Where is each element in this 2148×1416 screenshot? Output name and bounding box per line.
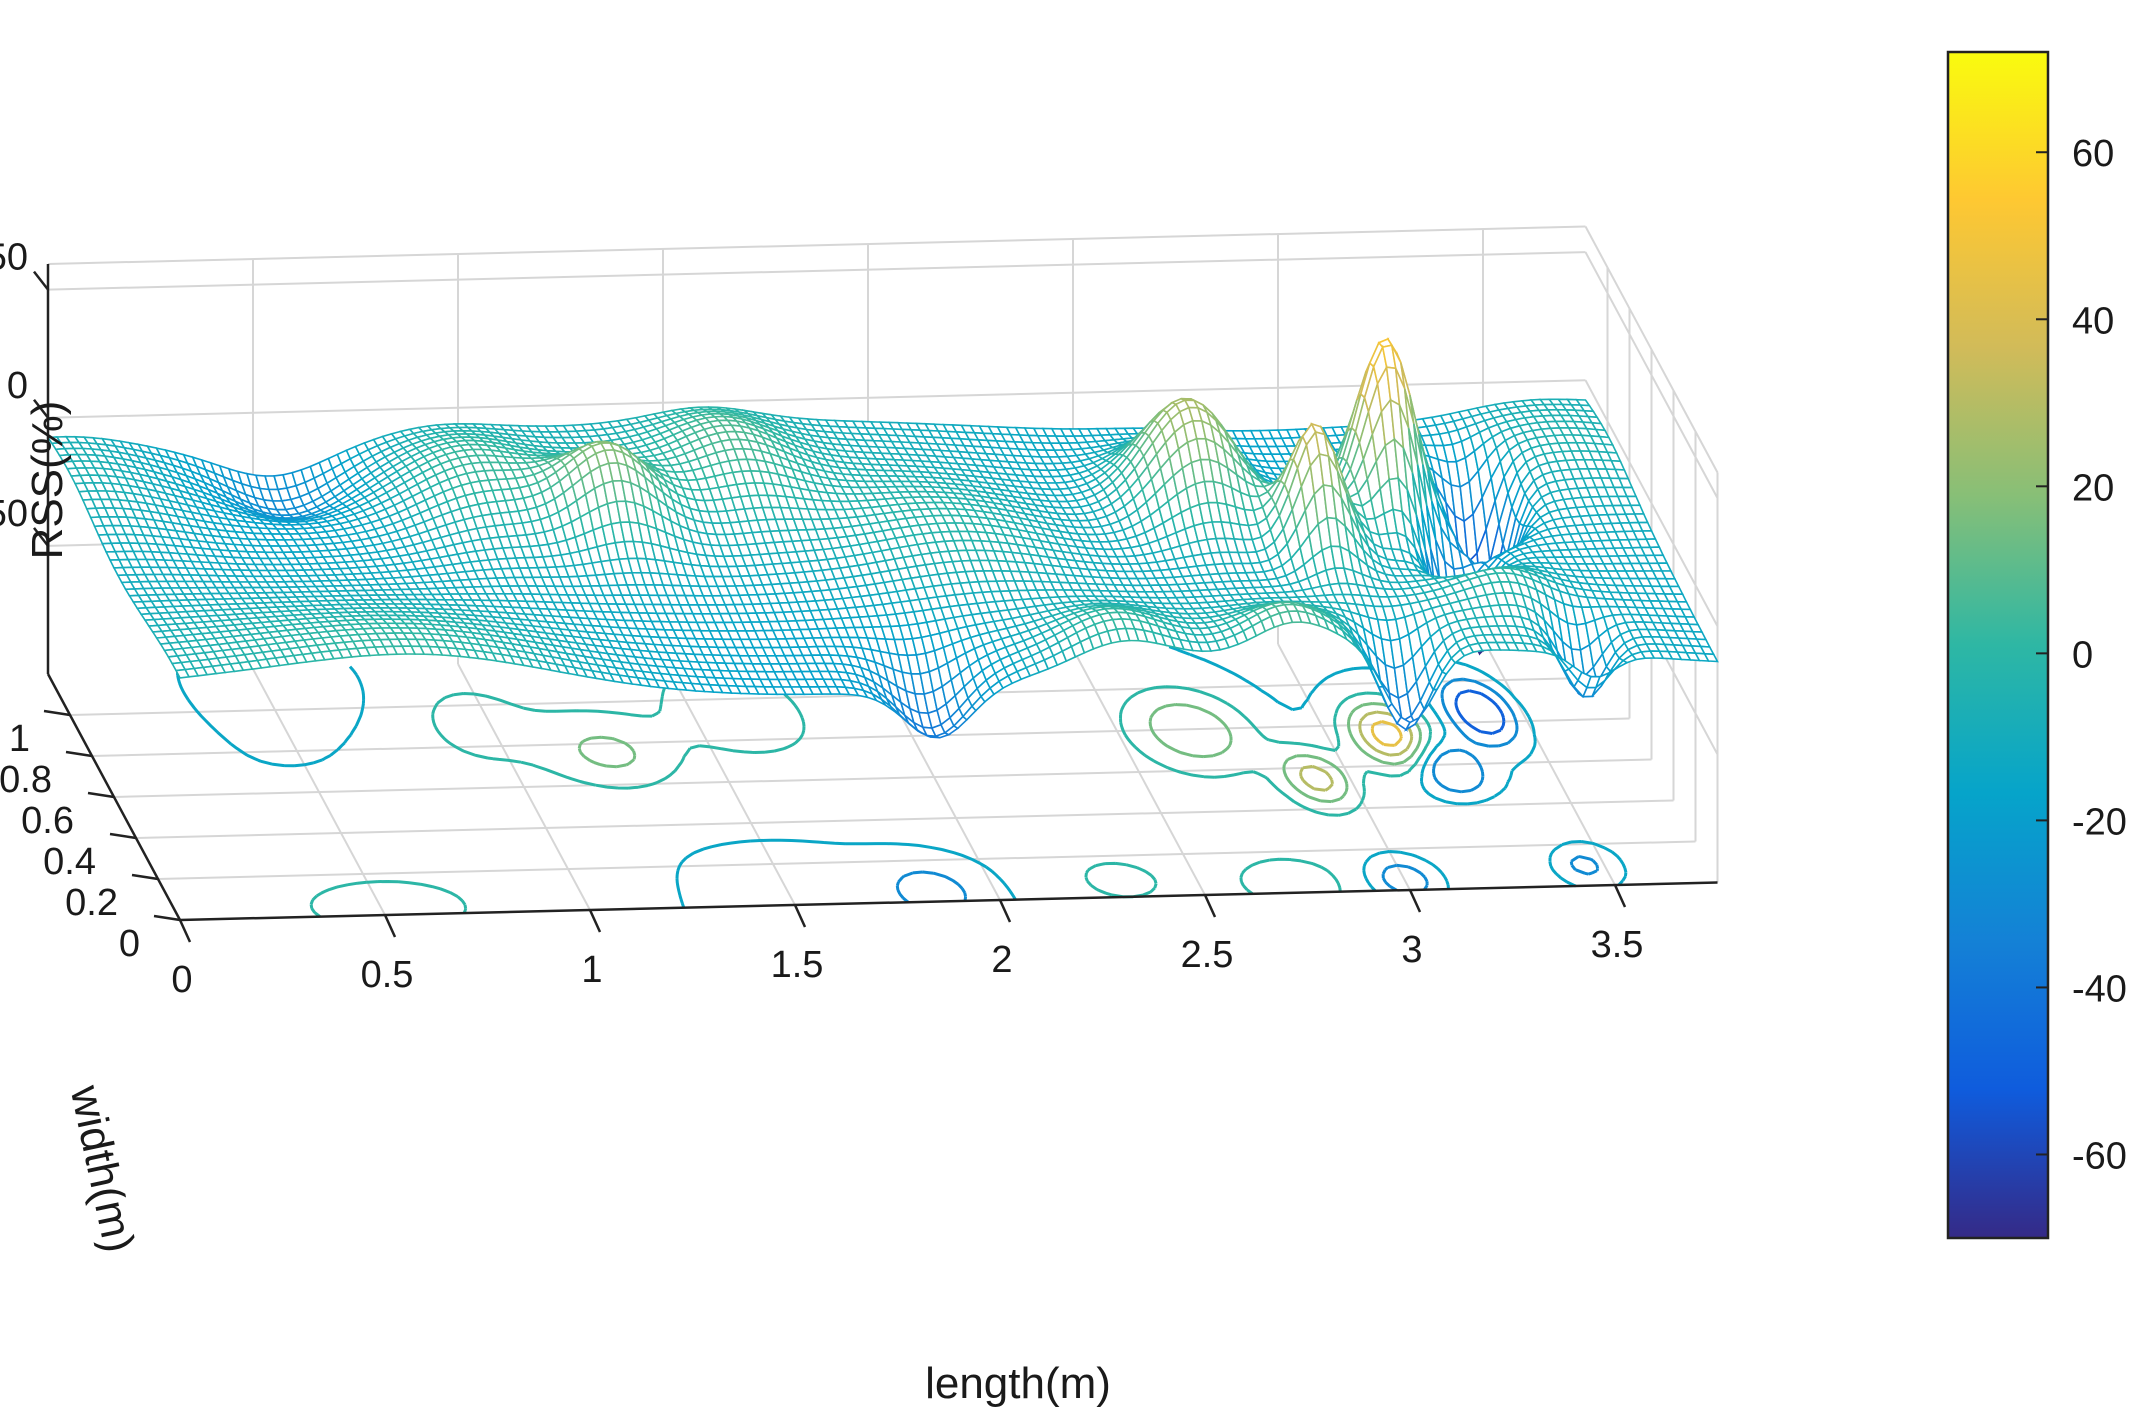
floor-gridline — [135, 799, 1674, 839]
back-wall-top-edge — [47, 225, 1586, 265]
contour-line — [1299, 710, 1414, 792]
contour-line — [895, 677, 1600, 904]
surface-mesh — [46, 337, 1719, 739]
floor-gridline — [69, 676, 1608, 716]
contour-line — [1454, 689, 1506, 735]
side-wall-top-edge — [1584, 226, 1719, 473]
back-wall-gridline — [47, 379, 1586, 419]
contour-line — [309, 664, 1433, 918]
floor-gridline — [157, 840, 1696, 880]
floor-gridline — [113, 758, 1652, 798]
contour-line — [1370, 720, 1403, 747]
back-wall-gridline — [47, 251, 1586, 291]
contour-line — [577, 702, 1422, 804]
